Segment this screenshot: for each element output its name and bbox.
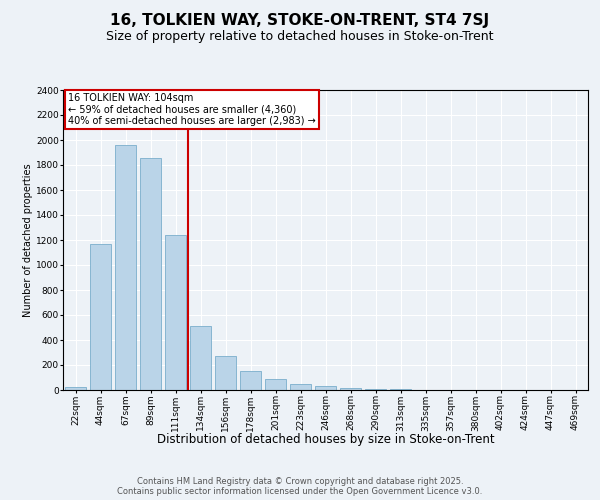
Bar (265, 379, 286, 390)
X-axis label: Distribution of detached houses by size in Stoke-on-Trent: Distribution of detached houses by size … (157, 434, 494, 446)
Bar (115, 145, 136, 390)
Text: Contains HM Land Registry data © Crown copyright and database right 2025.
Contai: Contains HM Land Registry data © Crown c… (118, 476, 482, 496)
Bar (165, 235, 186, 390)
Text: 16, TOLKIEN WAY, STOKE-ON-TRENT, ST4 7SJ: 16, TOLKIEN WAY, STOKE-ON-TRENT, ST4 7SJ (110, 12, 490, 28)
Bar (340, 388, 361, 390)
Bar (65, 387, 86, 390)
Bar (90, 244, 111, 390)
Bar (315, 386, 336, 390)
Bar (290, 384, 311, 390)
Bar (190, 326, 211, 390)
Bar (240, 370, 261, 390)
Y-axis label: Number of detached properties: Number of detached properties (23, 163, 33, 317)
Bar (215, 356, 236, 390)
Bar (140, 158, 161, 390)
Text: 16 TOLKIEN WAY: 104sqm
← 59% of detached houses are smaller (4,360)
40% of semi-: 16 TOLKIEN WAY: 104sqm ← 59% of detached… (68, 93, 316, 126)
Text: Size of property relative to detached houses in Stoke-on-Trent: Size of property relative to detached ho… (106, 30, 494, 43)
Bar (365, 389, 386, 390)
